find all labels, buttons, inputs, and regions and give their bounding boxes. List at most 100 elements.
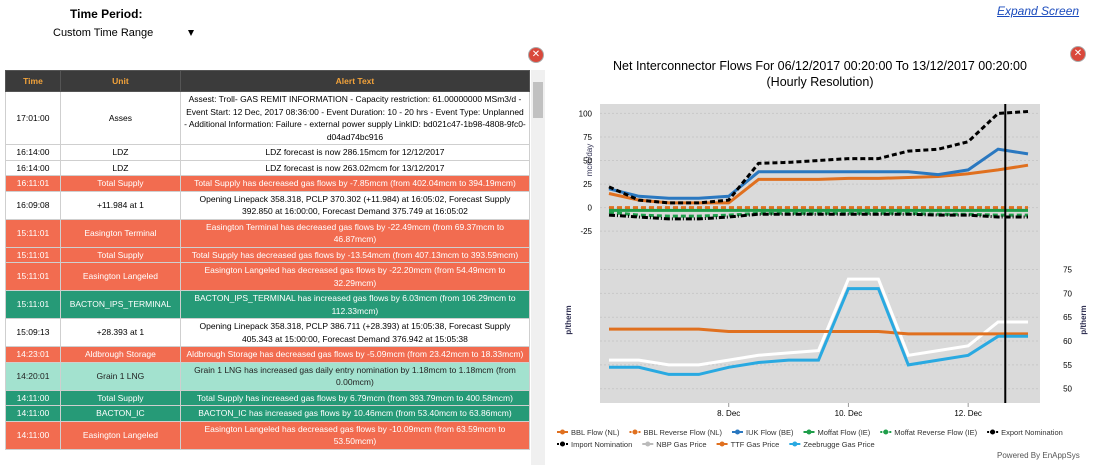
alert-table-container: Time Unit Alert Text 17:01:00 Asses Assest: … [5,70,530,465]
y2-axis-title: p/therm [1079,305,1088,334]
alert-text-cell: Opening Linepack 358.318, PCLP 386.711 (… [179,318,530,347]
y2-tick-label: 60 [1063,337,1072,346]
legend-marker [719,441,725,447]
alert-row[interactable]: 14:11:00 Easington Langeled Easington Lang… [5,420,530,450]
alert-text-cell: Easington Terminal has decreased gas flo… [179,218,530,248]
alert-row[interactable]: 17:01:00 Asses Assest: Troll- GAS REMIT IN… [5,91,530,145]
y-tick-label: 50 [583,157,592,166]
alert-row[interactable]: 15:11:01 Easington Langeled Easington Lang… [5,262,530,291]
legend-label: NBP Gas Price [656,440,706,449]
alert-text-cell: Assest: Troll- GAS REMIT INFORMATION - C… [179,91,530,145]
legend-marker [734,429,740,435]
legend-marker [883,429,889,435]
alert-text-cell: Grain 1 LNG has increased gas daily entr… [179,361,530,391]
alert-row[interactable]: 15:11:01 BACTON_IPS_TERMINAL BACTON_IPS_TE… [5,290,530,319]
expand-screen-link[interactable]: Expand Screen [997,4,1080,18]
time-cell: 15:09:13 [5,318,61,347]
time-cell: 17:01:00 [5,91,61,145]
legend-label: Import Nomination [571,440,632,449]
unit-cell: +28.393 at 1 [59,318,181,347]
unit-cell: Total Supply [59,246,181,263]
series-line [608,110,1029,205]
legend-marker [990,429,996,435]
time-cell: 16:14:00 [5,144,61,161]
time-cell: 14:23:01 [5,346,61,363]
y2-tick-label: 75 [1063,266,1072,275]
alert-row[interactable]: 16:11:01 Total Supply Total Supply has dec… [5,175,530,192]
alert-row[interactable]: 16:14:00 LDZ LDZ forecast is now 286.15mcm… [5,144,530,161]
legend-label: BBL Reverse Flow (NL) [643,428,722,437]
scroll-thumb[interactable] [533,82,543,118]
unit-cell: Easington Langeled [59,262,181,291]
x-tick-label: 12. Dec [954,409,982,418]
time-range-select[interactable]: Custom Time Range [53,27,198,39]
scrollbar[interactable] [531,70,545,465]
unit-cell: Easington Langeled [59,420,181,450]
alert-text-cell: BACTON_IPS_TERMINAL has increased gas fl… [179,290,530,319]
alert-row[interactable]: 15:11:01 Total Supply Total Supply has dec… [5,246,530,263]
alert-row[interactable]: 15:09:13 +28.393 at 1 Opening Linepack 358… [5,318,530,347]
unit-cell: +11.984 at 1 [59,190,181,220]
legend-marker [632,429,638,435]
legend-label: Moffat Reverse Flow (IE) [894,428,977,437]
alert-text-cell: LDZ forecast is now 263.02mcm for 13/12/… [179,159,530,176]
alert-text-cell: LDZ forecast is now 286.15mcm for 12/12/… [179,144,530,161]
time-period-label: Time Period: [70,7,143,21]
y2-tick-label: 55 [1063,361,1072,370]
legend-label: BBL Flow (NL) [571,428,620,437]
time-cell: 14:11:00 [5,420,61,450]
close-button[interactable]: ✕ [529,48,543,62]
table-header: Time Unit Alert Text [5,70,530,92]
unit-cell: Grain 1 LNG [59,361,181,391]
alert-text-cell: BACTON_IC has increased gas flows by 10.… [179,405,530,422]
time-cell: 15:11:01 [5,262,61,291]
series-line [609,277,1028,367]
series-line [608,212,1028,221]
x-tick-label: 10. Dec [835,409,863,418]
y-axis-title-left: p/therm [564,305,573,334]
y2-tick-label: 70 [1063,289,1072,298]
alert-row[interactable]: 14:11:00 Total Supply Total Supply has inc… [5,389,530,406]
alert-row[interactable]: 14:20:01 Grain 1 LNG Grain 1 LNG has incre… [5,361,530,391]
legend-label: Export Nomination [1001,428,1063,437]
alert-row[interactable]: 15:11:01 Easington Terminal Easington Term… [5,218,530,248]
legend-label: TTF Gas Price [731,440,780,449]
time-cell: 15:11:01 [5,246,61,263]
alert-row[interactable]: 16:14:00 LDZ LDZ forecast is now 263.02mcm… [5,159,530,176]
time-cell: 14:11:00 [5,389,61,406]
series-line [608,147,1029,200]
time-cell: 16:14:00 [5,159,61,176]
unit-cell: Total Supply [59,175,181,192]
alert-row[interactable]: 14:11:00 BACTON_IC BACTON_IC has increased… [5,405,530,422]
legend-label: Moffat Flow (IE) [818,428,871,437]
chart-title: Net Interconnector Flows For 06/12/2017 … [613,59,1027,73]
unit-cell: BACTON_IPS_TERMINAL [59,290,181,319]
alert-table: Time Unit Alert Text 17:01:00 Asses Assest: … [5,70,530,450]
alert-text-cell: Aldbrough Storage has decreased gas flow… [179,346,530,363]
time-cell: 14:20:01 [5,361,61,391]
y-axis-title: mcm/day [585,144,594,176]
legend-label: Zeebrugge Gas Price [803,440,874,449]
close-button[interactable]: ✕ [1071,47,1085,61]
legend-label: IUK Flow (BE) [746,428,794,437]
y-tick-label: -25 [580,227,592,236]
alert-row[interactable]: 14:23:01 Aldbrough Storage Aldbrough Stora… [5,346,530,363]
alert-text-cell: Total Supply has decreased gas flows by … [179,246,530,263]
y2-tick-label: 50 [1063,385,1072,394]
time-cell: 16:09:08 [5,190,61,220]
unit-cell: Aldbrough Storage [59,346,181,363]
unit-cell: BACTON_IC [59,405,181,422]
unit-cell: Easington Terminal [59,218,181,248]
chart-subtitle: (Hourly Resolution) [767,75,874,89]
column-header: Unit [59,70,181,92]
legend-marker [806,429,812,435]
alert-row[interactable]: 16:09:08 +11.984 at 1 Opening Linepack 358… [5,190,530,220]
legend-marker [645,441,651,447]
y-tick-label: 25 [583,180,592,189]
unit-cell: Total Supply [59,389,181,406]
column-header: Time [5,70,61,92]
series-line [609,327,1028,336]
y-tick-label: 100 [579,109,593,118]
x-tick-label: 8. Dec [717,409,740,418]
